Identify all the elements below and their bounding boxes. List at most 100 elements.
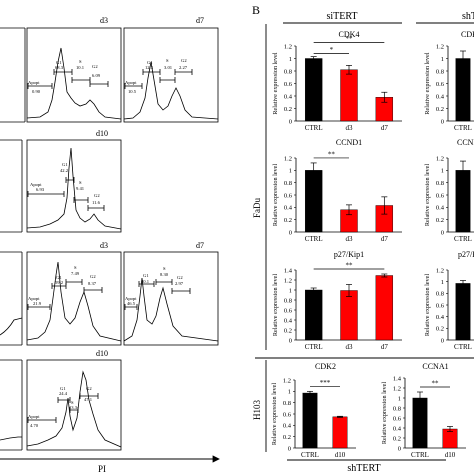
y-tick-label: 0 — [441, 337, 444, 344]
y-tick-label: 0.8 — [284, 297, 292, 304]
y-tick-label: 0 — [289, 118, 292, 125]
y-tick-label: 0 — [289, 229, 292, 236]
bar-chart-5: 0 0.2 0.4 0.6 0.8 1 1.2 1.4 Relative expression … — [381, 362, 466, 459]
gate-label: G2 — [92, 64, 98, 69]
y-tick-label: 0.8 — [283, 400, 291, 407]
histogram-curve-fourth-d10 — [26, 370, 122, 448]
y-tick-label: 0.4 — [283, 423, 292, 430]
histogram-curve-third-d3 — [26, 261, 122, 342]
gate-label: G1 — [56, 275, 62, 280]
gate-label: Apopt — [28, 296, 40, 301]
y-tick-label: 0.6 — [283, 411, 292, 418]
y-tick-label: 0.8 — [436, 180, 444, 187]
category-label: d3 — [346, 235, 354, 243]
y-tick-label: 0 — [441, 118, 444, 125]
gate-label: G1 — [143, 273, 149, 278]
histogram-frame-third-d3 — [26, 251, 122, 346]
significance-label: ** — [346, 262, 354, 270]
y-tick-label: 1 — [288, 389, 291, 396]
bar — [332, 416, 348, 449]
gate-value: 4.70 — [30, 423, 39, 428]
y-tick-label: 0.8 — [284, 68, 292, 75]
y-tick-label: 1 — [441, 168, 444, 175]
chart-title: CDK4 — [339, 30, 360, 39]
gate-value: 47.1 — [84, 397, 93, 402]
histogram-curve-second-d10 — [26, 147, 122, 230]
y-tick-label: 0.6 — [436, 81, 445, 88]
category-label: CTRL — [454, 124, 472, 132]
y-axis-label: Relative expression level — [424, 274, 431, 336]
y-axis-label: Relative expression level — [271, 383, 278, 445]
partial-chart-title: CDK4 — [461, 30, 474, 39]
bar — [340, 290, 358, 341]
day-label: d10 — [96, 129, 108, 138]
gate-label: S — [79, 59, 82, 64]
gate-value: 8.30 — [160, 272, 169, 277]
bar-chart-6: 0 0.2 0.4 0.6 0.8 1 1.2 Relative expression lev… — [424, 43, 474, 132]
histogram-curve-third-d7 — [123, 277, 219, 342]
gate-label: G1 — [147, 60, 153, 65]
day-label: d7 — [196, 16, 204, 25]
y-tick-label: 0.6 — [284, 307, 293, 314]
y-tick-label: 1 — [289, 56, 292, 63]
bar-chart-3: 0 0.2 0.4 0.6 0.8 1 1.2 1.4 Relative expression … — [272, 250, 402, 351]
bar — [375, 275, 394, 341]
panel-a-labels: d3 d7 d10 d3 d7 d10 Apopt 0.90 G1 68.3 S… — [28, 16, 204, 474]
y-tick-label: 0.8 — [436, 291, 444, 298]
y-axis-label: Relative expression level — [424, 164, 431, 226]
y-tick-label: 0.2 — [393, 435, 401, 442]
gate-value: 3.01 — [164, 65, 173, 70]
y-tick-label: 1.2 — [284, 155, 292, 162]
y-tick-label: 1.4 — [284, 267, 293, 274]
group-label-shtert-top: shTERT — [462, 11, 474, 22]
histogram-frame-top-d7 — [123, 27, 219, 123]
significance-label: ** — [346, 35, 354, 43]
y-tick-label: 0.4 — [284, 317, 293, 324]
row-label-fadu: FaDu — [252, 198, 262, 218]
y-tick-label: 1.2 — [436, 267, 444, 274]
gate-label: Apopt — [28, 80, 40, 85]
gate-label: S — [79, 180, 82, 185]
gate-label: G2 — [94, 193, 100, 198]
gate-value: 46.5 — [127, 301, 136, 306]
gate-value: 24.4 — [59, 391, 68, 396]
gate-value: 9.41 — [76, 186, 85, 191]
y-tick-label: 0.2 — [284, 327, 292, 334]
chart-title: CCND1 — [336, 138, 362, 147]
gate-label: S — [163, 266, 166, 271]
y-tick-label: 0.8 — [393, 405, 401, 412]
bar — [455, 58, 471, 122]
group-label-sitert: siTERT — [326, 11, 357, 22]
gates-second-d10 — [27, 177, 105, 211]
gate-label: Apopt — [28, 414, 40, 419]
gate-value: 10.1 — [76, 65, 85, 70]
gate-label: G2 — [90, 274, 96, 279]
category-label: CTRL — [305, 343, 323, 351]
category-label: d10 — [445, 451, 456, 459]
y-tick-label: 0.8 — [284, 180, 292, 187]
gate-value: 8.37 — [88, 281, 97, 286]
bar — [340, 69, 358, 122]
category-label: CTRL — [454, 235, 472, 243]
histogram-curve-top-d7 — [123, 61, 219, 120]
y-tick-label: 0.2 — [436, 106, 444, 113]
gates-top-d7 — [124, 69, 193, 89]
histogram-frame-second-d10 — [26, 139, 122, 233]
bar-chart-7: 0 0.2 0.4 0.6 0.8 1 1.2 Relative expression lev… — [424, 155, 474, 243]
significance-label: ** — [432, 380, 440, 388]
histogram-frame-top-d3 — [26, 27, 122, 123]
y-tick-label: 0.6 — [436, 192, 445, 199]
y-axis-label: Relative expression level — [272, 274, 279, 336]
y-tick-label: 1 — [289, 168, 292, 175]
y-axis-label: Relative expression level — [424, 52, 431, 114]
y-tick-label: 0.4 — [436, 93, 445, 100]
y-tick-label: 0.6 — [284, 81, 293, 88]
significance-label: ** — [328, 150, 336, 158]
panel-b-lines — [255, 22, 474, 461]
category-label: d7 — [381, 343, 389, 351]
y-tick-label: 1 — [441, 56, 444, 63]
gate-label: S — [71, 400, 74, 405]
y-axis-label: Relative expression level — [272, 164, 279, 226]
y-tick-label: 0 — [398, 445, 401, 452]
